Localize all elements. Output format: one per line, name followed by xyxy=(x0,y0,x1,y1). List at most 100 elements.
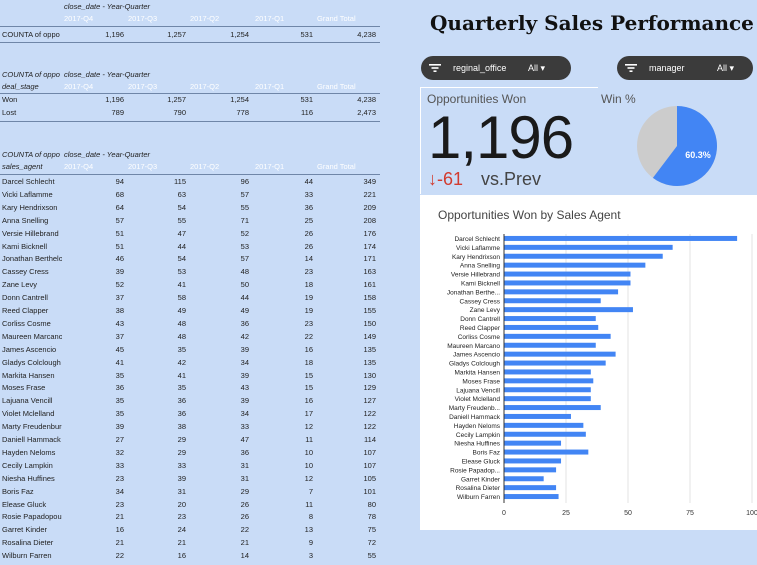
column-header: 2017-Q2 xyxy=(190,14,220,23)
row-label: Maureen Marcano xyxy=(2,331,62,341)
table-row: Maureen Marcano 37 48 42 22 149 xyxy=(0,332,380,345)
table-row: Niesha Huffines 23 39 31 12 105 xyxy=(0,474,380,487)
cell: 16 xyxy=(177,551,186,561)
row-label: Kami Bicknell xyxy=(2,241,48,251)
bar-chart: 0 25 50 75 100 Darcel Schlecht Vicki Laflamme K… xyxy=(447,234,757,517)
cell: 35 xyxy=(115,396,124,406)
bar xyxy=(504,307,633,313)
table-row: Daniell Hammack 27 29 47 11 114 xyxy=(0,435,380,448)
row-label: Jonathan Berthelot xyxy=(2,254,62,264)
bar xyxy=(504,413,571,419)
table-row: Hayden Neloms 32 29 36 10 107 xyxy=(0,448,380,461)
cell: 36 xyxy=(304,202,313,212)
column-header: 2017-Q4 xyxy=(64,82,94,91)
bar xyxy=(504,431,586,437)
bar xyxy=(504,235,738,241)
row-label: COUNTA of oppo xyxy=(2,30,60,39)
cell: 35 xyxy=(115,370,124,380)
pie-slice-won xyxy=(652,106,717,186)
table-row: Lajuana Vencill 35 36 39 16 127 xyxy=(0,396,380,409)
y-tick-label: James Ascencio xyxy=(453,352,500,359)
table-row: Elease Gluck 23 20 26 11 80 xyxy=(0,500,380,513)
bar xyxy=(504,369,591,375)
table-row: Vicki Laflamme 68 63 57 33 221 xyxy=(0,190,380,203)
cell: 53 xyxy=(177,267,186,277)
cell: 18 xyxy=(304,357,313,367)
y-tick-label: Violet Mclelland xyxy=(455,396,501,403)
cell: 47 xyxy=(177,228,186,238)
cell: 51 xyxy=(115,228,124,238)
cell: 44 xyxy=(240,293,249,303)
kpi-card xyxy=(420,87,598,194)
table-row: Won 1,196 1,257 1,254 531 4,238 xyxy=(0,95,380,108)
pivot-column-header: close_date - Year-Quarter xyxy=(64,150,151,159)
table-row: Donn Cantrell 37 58 44 19 158 xyxy=(0,293,380,306)
cell: 122 xyxy=(363,409,376,419)
filter-icon xyxy=(429,64,441,72)
cell: 26 xyxy=(304,228,313,238)
table-row: COUNTA of oppo 1,196 1,257 1,254 531 4,2… xyxy=(0,30,380,43)
row-label: Cecily Lampkin xyxy=(2,460,53,470)
y-tick-label: Corliss Cosme xyxy=(458,334,501,341)
table-row: Zane Levy 52 41 50 18 161 xyxy=(0,280,380,293)
cell: 107 xyxy=(363,460,376,470)
row-label: James Ascencio xyxy=(2,344,57,354)
divider xyxy=(0,174,380,175)
cell: 14 xyxy=(240,551,249,561)
cell: 25 xyxy=(304,215,313,225)
y-tick-label: Donn Cantrell xyxy=(460,316,500,323)
x-tick-label: 100 xyxy=(746,510,757,517)
column-header: 2017-Q3 xyxy=(128,162,158,171)
table-row: Rosalina Dieter 21 21 21 9 72 xyxy=(0,538,380,551)
filter-reginal-office[interactable]: reginal_office All ▾ xyxy=(421,56,571,80)
cell: 41 xyxy=(177,370,186,380)
cell: 1,196 xyxy=(105,30,124,39)
column-header: 2017-Q3 xyxy=(128,14,158,23)
table-row: Cassey Cress 39 53 48 23 163 xyxy=(0,267,380,280)
table-row: Versie Hillebrand 51 47 52 26 176 xyxy=(0,229,380,242)
cell: 96 xyxy=(240,177,249,186)
cell: 80 xyxy=(367,499,376,509)
cell: 531 xyxy=(300,30,313,39)
cell: 39 xyxy=(115,422,124,432)
bar xyxy=(504,244,673,250)
y-tick-label: Marty Freudenb... xyxy=(449,405,500,412)
bar xyxy=(504,316,596,322)
column-header: 2017-Q2 xyxy=(190,82,220,91)
y-tick-label: Lajuana Vencill xyxy=(456,387,500,394)
table-row: Cecily Lampkin 33 33 31 10 107 xyxy=(0,461,380,474)
y-tick-label: Jonathan Berthe... xyxy=(447,289,500,296)
cell: 19 xyxy=(304,293,313,303)
cell: 37 xyxy=(115,293,124,303)
cell: 39 xyxy=(240,396,249,406)
cell: 29 xyxy=(177,447,186,457)
y-tick-label: Reed Clapper xyxy=(460,325,501,332)
cell: 37 xyxy=(115,331,124,341)
cell: 531 xyxy=(300,95,313,104)
row-label: Daniell Hammack xyxy=(2,435,61,444)
cell: 7 xyxy=(308,486,313,496)
y-tick-label: Daniell Hammack xyxy=(449,414,501,421)
cell: 44 xyxy=(177,241,186,251)
row-label: Zane Levy xyxy=(2,280,38,290)
cell: 32 xyxy=(115,447,124,457)
row-label: Moses Frase xyxy=(2,383,46,393)
table-row: Lost 789 790 778 116 2,473 xyxy=(0,108,380,121)
filter-manager[interactable]: manager All ▾ xyxy=(617,56,753,80)
cell: 221 xyxy=(363,189,376,199)
cell: 16 xyxy=(115,525,124,535)
x-tick-label: 50 xyxy=(624,510,632,517)
cell: 54 xyxy=(177,254,186,264)
cell: 115 xyxy=(174,177,186,186)
cell: 171 xyxy=(363,254,376,264)
column-header: Grand Total xyxy=(317,14,356,23)
cell: 71 xyxy=(240,215,249,225)
bar xyxy=(504,342,596,348)
filter-icon xyxy=(625,64,637,72)
row-label: Lost xyxy=(2,108,17,117)
win-pct-pie: 60.3% xyxy=(637,106,717,186)
cell: 10 xyxy=(304,447,313,457)
dimension-label: sales_agent xyxy=(2,162,43,171)
cell: 36 xyxy=(240,447,249,457)
cell: 1,257 xyxy=(167,30,186,39)
